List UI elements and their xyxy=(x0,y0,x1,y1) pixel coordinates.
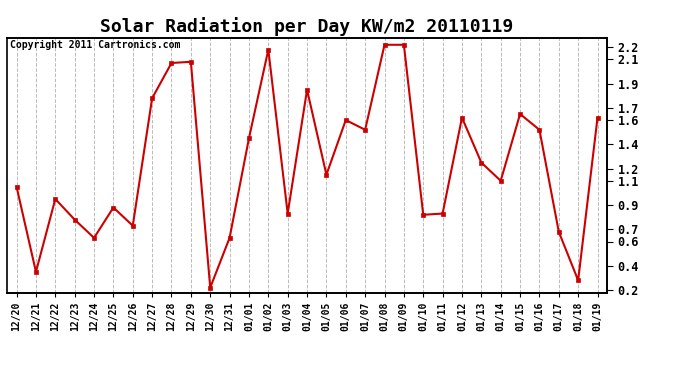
Text: Copyright 2011 Cartronics.com: Copyright 2011 Cartronics.com xyxy=(10,40,180,50)
Title: Solar Radiation per Day KW/m2 20110119: Solar Radiation per Day KW/m2 20110119 xyxy=(101,17,513,36)
